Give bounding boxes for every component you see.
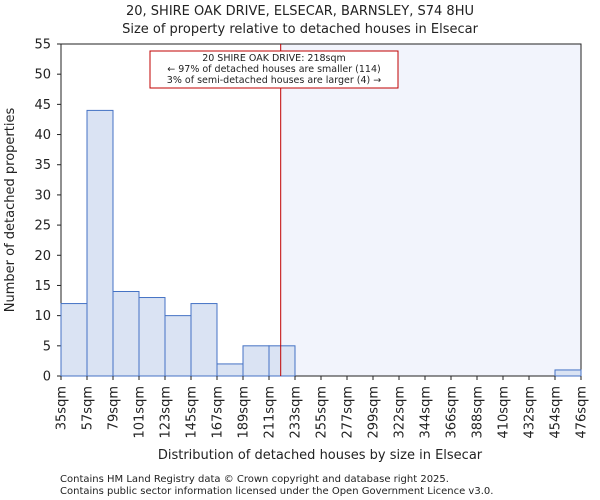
bar <box>164 315 192 377</box>
x-tick-label: 233sqm <box>289 386 304 439</box>
x-tick-label: 322sqm <box>393 386 408 439</box>
highlight-region <box>280 44 581 376</box>
x-tick-label: 57sqm <box>81 386 96 430</box>
annotation-line: 20 SHIRE OAK DRIVE: 218sqm <box>202 53 346 64</box>
x-tick-label: 277sqm <box>341 386 356 439</box>
y-tick-label: 30 <box>34 188 51 203</box>
bar <box>216 363 244 377</box>
footer-line-1: Contains HM Land Registry data © Crown c… <box>60 474 449 485</box>
x-tick-label: 79sqm <box>107 386 122 430</box>
x-tick-label: 432sqm <box>523 386 538 439</box>
y-tick-label: 40 <box>34 128 51 143</box>
x-tick-label: 255sqm <box>315 386 330 439</box>
x-tick-label: 388sqm <box>471 386 486 439</box>
x-tick-label: 211sqm <box>263 386 278 439</box>
annotation-line: 3% of semi-detached houses are larger (4… <box>167 75 381 86</box>
bar <box>60 303 88 377</box>
annotation-box <box>149 50 399 89</box>
annotation-line: ← 97% of detached houses are smaller (11… <box>167 64 380 75</box>
y-tick-label: 35 <box>34 158 51 173</box>
y-tick-label: 50 <box>34 68 51 83</box>
y-tick-label: 0 <box>43 370 51 385</box>
y-tick-label: 20 <box>34 249 51 264</box>
bar <box>190 303 218 377</box>
y-tick-label: 25 <box>34 219 51 234</box>
x-tick-label: 189sqm <box>237 386 252 439</box>
y-tick-label: 15 <box>34 279 51 294</box>
y-tick-label: 5 <box>43 339 51 354</box>
chart-subtitle: Size of property relative to detached ho… <box>122 22 478 37</box>
x-tick-label: 476sqm <box>575 386 590 439</box>
x-tick-label: 344sqm <box>419 386 434 439</box>
x-tick-label: 410sqm <box>497 386 512 439</box>
chart-title: 20, SHIRE OAK DRIVE, ELSECAR, BARNSLEY, … <box>126 4 474 19</box>
footer-line-2: Contains public sector information licen… <box>60 486 493 497</box>
bar <box>112 290 140 377</box>
x-tick-label: 299sqm <box>367 386 382 439</box>
y-axis-label: Number of detached properties <box>3 108 18 313</box>
bar <box>554 369 582 377</box>
bar <box>138 297 166 377</box>
bar <box>268 345 296 377</box>
x-tick-label: 145sqm <box>185 386 200 439</box>
x-tick-label: 454sqm <box>549 386 564 439</box>
y-tick-label: 45 <box>34 98 51 113</box>
x-axis-label: Distribution of detached houses by size … <box>158 448 483 463</box>
x-tick-label: 366sqm <box>445 386 460 439</box>
x-tick-label: 123sqm <box>159 386 174 439</box>
bar <box>242 345 270 377</box>
y-tick-label: 10 <box>34 309 51 324</box>
bar <box>86 109 114 377</box>
y-tick-label: 55 <box>34 38 51 53</box>
x-tick-label: 101sqm <box>133 386 148 439</box>
x-tick-label: 35sqm <box>55 386 70 430</box>
plot-area: 0 5 10 15 20 25 30 35 40 45 50 55 35sqm 57sqm 79sqm 101… <box>34 38 589 439</box>
x-tick-label: 167sqm <box>211 386 226 439</box>
